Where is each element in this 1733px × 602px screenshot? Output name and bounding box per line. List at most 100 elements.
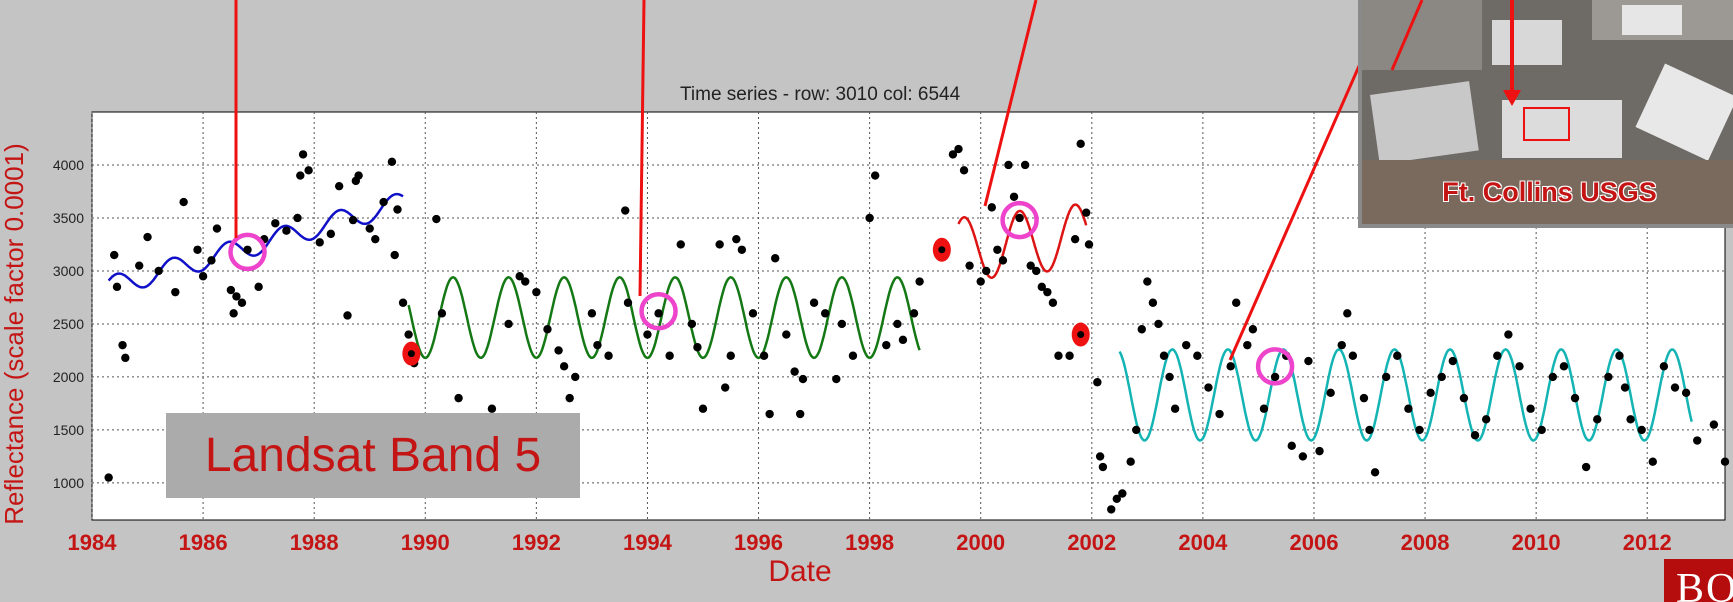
observation-point (118, 340, 127, 350)
observation-point (515, 272, 524, 281)
fit-line (957, 203, 1088, 280)
observation-point (1137, 325, 1146, 334)
observation-point (1070, 234, 1080, 244)
observation-point (1370, 468, 1380, 477)
observation-point (1009, 192, 1019, 201)
observation-point (212, 224, 222, 233)
observation-point (1504, 330, 1513, 339)
observation-point (993, 245, 1002, 254)
observation-point (623, 298, 633, 307)
annotation-box: Landsat Band 5 (166, 413, 580, 498)
observation-point (643, 330, 652, 339)
observation-points (104, 139, 1730, 514)
y-tick-label: 2000 (53, 369, 84, 385)
observation-point (987, 203, 997, 212)
aerial-photo-image (1362, 0, 1733, 224)
observation-point (837, 319, 847, 329)
observation-point (171, 287, 180, 297)
observation-point (1337, 340, 1346, 350)
observation-point (1143, 277, 1152, 286)
break-points (402, 237, 1090, 366)
observation-point (1095, 452, 1105, 461)
observation-point (1559, 362, 1569, 371)
observation-point (1098, 462, 1108, 472)
observation-point (1448, 356, 1458, 366)
observation-point (765, 409, 774, 419)
observation-point (959, 166, 969, 175)
observation-point (748, 309, 758, 318)
y-axis-label: Reflectance (scale factor 0.0001) (0, 143, 29, 525)
observation-point (1304, 356, 1313, 366)
observation-point (110, 250, 119, 260)
observation-point (1720, 457, 1730, 466)
observation-point (604, 351, 613, 360)
observation-point (726, 351, 735, 360)
observation-point (1493, 351, 1502, 360)
x-tick-label: 2000 (956, 530, 1005, 555)
highlight-circle (1255, 347, 1295, 386)
observation-point (798, 374, 808, 384)
observation-point (1126, 457, 1135, 466)
observation-point (998, 256, 1008, 265)
observation-point (1248, 325, 1258, 334)
aerial-photo: Ft. Collins USGS (1358, 0, 1733, 228)
highlight-circle (1000, 200, 1039, 240)
pointer-line (638, 0, 646, 297)
break-point-center (938, 246, 946, 254)
x-tick-label: 2012 (1623, 530, 1672, 555)
observation-point (393, 205, 402, 214)
observation-point (1659, 362, 1669, 371)
observation-point (1537, 425, 1546, 435)
observation-point (198, 272, 208, 281)
break-point-center (407, 350, 415, 358)
observation-point (832, 374, 841, 384)
observation-point (1548, 372, 1558, 382)
observation-point (112, 282, 122, 292)
observation-point (1154, 319, 1163, 329)
observation-point (621, 206, 630, 215)
observation-point (1020, 160, 1030, 170)
observation-point (1326, 388, 1335, 398)
observation-point (1054, 351, 1063, 360)
observation-point (398, 298, 408, 307)
highlight-circle (639, 291, 678, 331)
observation-point (809, 298, 819, 307)
highlight-circle (228, 232, 267, 272)
observation-point (179, 197, 188, 207)
observation-point (1470, 431, 1480, 440)
observation-point (1259, 404, 1269, 413)
observation-point (1381, 372, 1391, 382)
observation-point (271, 219, 280, 228)
observation-point (565, 393, 574, 403)
observation-point (237, 298, 247, 307)
observation-point (1581, 462, 1591, 472)
observation-point (698, 404, 708, 413)
observation-point (559, 362, 569, 371)
highlight-circles (228, 200, 1295, 386)
observation-point (365, 224, 374, 233)
observation-point (229, 309, 238, 318)
observation-point (1082, 208, 1091, 217)
photo-caption: Ft. Collins USGS (1442, 177, 1657, 207)
observation-point (554, 346, 563, 355)
university-logo: BOSTO (1664, 559, 1733, 602)
observation-point (1204, 383, 1213, 392)
fit-line (1118, 348, 1693, 442)
observation-point (1620, 383, 1630, 392)
x-tick-label: 1998 (845, 530, 894, 555)
observation-point (593, 340, 602, 350)
observation-point (326, 229, 336, 239)
observation-point (882, 340, 891, 350)
break-point-center (1077, 331, 1085, 339)
observation-point (207, 256, 216, 265)
observation-point (965, 261, 974, 270)
observation-point (721, 383, 730, 392)
observation-point (1132, 425, 1141, 435)
observation-point (1681, 388, 1691, 398)
observation-point (232, 292, 241, 301)
x-tick-label: 2004 (1178, 530, 1228, 555)
observation-point (954, 144, 963, 154)
observation-point (437, 309, 447, 318)
observation-point (915, 277, 924, 286)
